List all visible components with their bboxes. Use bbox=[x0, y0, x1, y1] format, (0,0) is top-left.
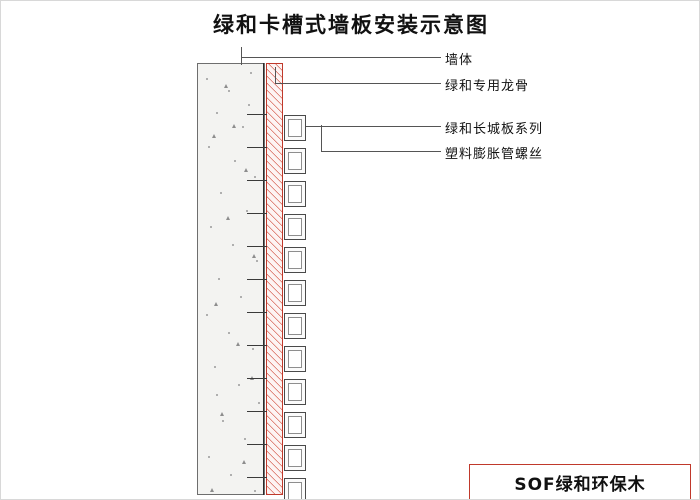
callout-label-panel-series: 绿和长城板系列 bbox=[445, 122, 544, 137]
expansion-screw bbox=[247, 444, 267, 445]
wall-panel-inner bbox=[288, 416, 302, 434]
leader-special-keel-vertical bbox=[275, 67, 276, 84]
leader-special-keel bbox=[275, 83, 441, 84]
expansion-screw bbox=[247, 345, 267, 346]
callout-label-wall-body: 墙体 bbox=[445, 53, 474, 68]
expansion-screw bbox=[247, 180, 267, 181]
leader-wall-body-vertical bbox=[241, 47, 242, 65]
callout-label-special-keel: 绿和专用龙骨 bbox=[445, 79, 530, 94]
brand-text: SOF绿和环保木 bbox=[514, 474, 646, 495]
expansion-screw bbox=[247, 147, 267, 148]
expansion-screw bbox=[247, 312, 267, 313]
wall-panel bbox=[284, 280, 306, 306]
wall-panel bbox=[284, 181, 306, 207]
wall-panel bbox=[284, 247, 306, 273]
wall-panel-inner bbox=[288, 185, 302, 203]
page-title: 绿和卡槽式墙板安装示意图 bbox=[213, 13, 489, 37]
wall-panel-inner bbox=[288, 218, 302, 236]
wall-panel-inner bbox=[288, 119, 302, 137]
wall-panel bbox=[284, 445, 306, 471]
wall-panel-inner bbox=[288, 383, 302, 401]
leader-panel-series bbox=[306, 126, 441, 127]
wall-panel bbox=[284, 214, 306, 240]
wall-panel bbox=[284, 115, 306, 141]
expansion-screw bbox=[247, 213, 267, 214]
callout-label-screw: 塑料膨胀管螺丝 bbox=[445, 147, 544, 162]
keel-hatch-layer bbox=[266, 63, 283, 495]
wall-panel bbox=[284, 148, 306, 174]
wall-panel-inner bbox=[288, 284, 302, 302]
expansion-screw bbox=[247, 477, 267, 478]
expansion-screw bbox=[247, 378, 267, 379]
leader-screw-vertical bbox=[321, 126, 322, 151]
wall-panel-inner bbox=[288, 152, 302, 170]
wall-panel-inner bbox=[288, 482, 302, 499]
wall-panel bbox=[284, 379, 306, 405]
wall-panel-inner bbox=[288, 317, 302, 335]
wall-panel bbox=[284, 313, 306, 339]
leader-screw bbox=[321, 151, 441, 152]
expansion-screw bbox=[247, 114, 267, 115]
wall-panel-inner bbox=[288, 350, 302, 368]
expansion-screw bbox=[247, 279, 267, 280]
brand-box: SOF绿和环保木 bbox=[469, 464, 691, 499]
expansion-screw bbox=[247, 411, 267, 412]
expansion-screw bbox=[247, 246, 267, 247]
wall-panel-inner bbox=[288, 449, 302, 467]
wall-panel-inner bbox=[288, 251, 302, 269]
wall-panel bbox=[284, 478, 306, 499]
leader-wall-body bbox=[241, 57, 441, 58]
wall-panel bbox=[284, 412, 306, 438]
wall-panel bbox=[284, 346, 306, 372]
